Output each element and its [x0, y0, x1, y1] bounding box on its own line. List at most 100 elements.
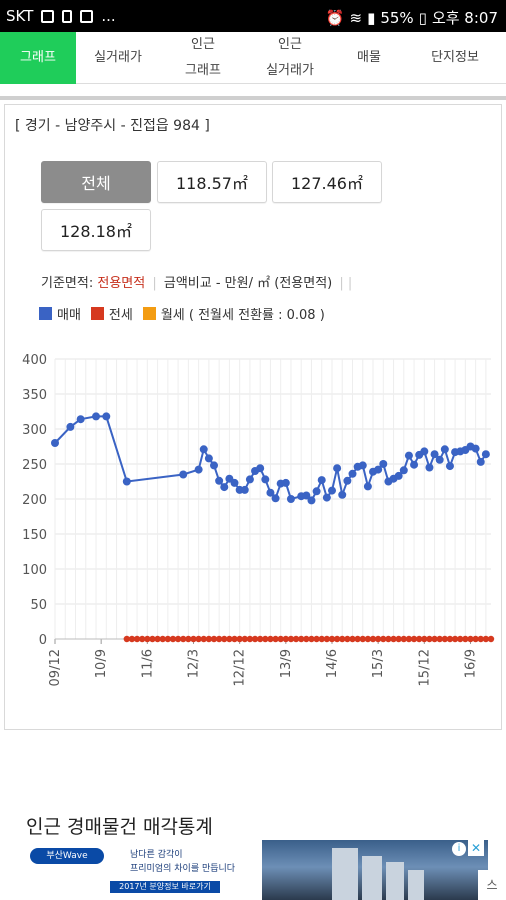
jeonse-point [328, 635, 336, 643]
sale-point [76, 415, 85, 424]
jeonse-point [426, 635, 433, 643]
jeonse-point [282, 635, 290, 643]
jeonse-point [185, 635, 192, 643]
jeonse-point [251, 635, 259, 643]
tab-graph[interactable]: 그래프 [0, 32, 76, 84]
battery-level: 55% [380, 8, 414, 27]
jeonse-point [123, 635, 131, 643]
area-button-128[interactable]: 128.18㎡ [41, 209, 151, 251]
jeonse-point [200, 635, 207, 643]
jeonse-point [149, 635, 156, 643]
x-tick-label: 10/9 [94, 649, 109, 678]
jeonse-point [467, 635, 474, 643]
sale-point [425, 463, 434, 472]
jeonse-point [221, 635, 228, 643]
jeonse-point [405, 635, 413, 643]
x-tick-label: 15/3 [371, 649, 386, 678]
sale-point [271, 494, 280, 503]
sale-point [179, 470, 188, 479]
sale-point [476, 457, 485, 466]
sale-point [445, 462, 454, 471]
ad-left: 부산Wave 남다른 감각이 프리미엄의 차이를 만듭니다 2017년 분양정보… [26, 840, 236, 900]
jeonse-point [462, 635, 469, 643]
area-button-127[interactable]: 127.46㎡ [272, 161, 382, 203]
ad-banner[interactable]: 부산Wave 남다른 감각이 프리미엄의 차이를 만듭니다 2017년 분양정보… [26, 840, 488, 900]
jeonse-point [374, 635, 382, 643]
legend-sale-swatch [39, 307, 52, 320]
alarm-icon: ⏰ [325, 8, 345, 27]
price-compare-link[interactable]: 금액비교 - 만원/ ㎡ (전용면적) [163, 276, 333, 291]
sale-point [379, 460, 388, 468]
sale-point [194, 465, 203, 474]
sale-point [245, 475, 254, 484]
x-tick-label: 12/12 [233, 649, 248, 686]
sale-point [471, 444, 480, 453]
sale-point [394, 471, 403, 480]
legend-jeonse[interactable]: 전세 [90, 304, 133, 323]
sale-point [440, 445, 449, 454]
area-button-all[interactable]: 전체 [41, 161, 151, 203]
sale-point [122, 477, 131, 486]
basis-exclusive-area-link[interactable]: 전용면적 [97, 276, 146, 291]
jeonse-point [359, 635, 366, 643]
jeonse-point [431, 635, 438, 643]
sale-point [348, 469, 357, 478]
ad-info-icon[interactable]: i [452, 842, 466, 856]
basis-row: 기준면적: 전용면적 | 금액비교 - 만원/ ㎡ (전용면적) | | [41, 272, 355, 291]
tab-nearby-actual-price[interactable]: 인근 실거래가 [266, 37, 314, 78]
sale-point [220, 483, 229, 492]
sale-point [102, 412, 111, 421]
jeonse-point [451, 635, 459, 643]
sale-point [281, 478, 290, 487]
jeonse-point [256, 635, 264, 643]
jeonse-point [159, 635, 166, 643]
jeonse-point [410, 635, 418, 643]
jeonse-point [164, 635, 172, 643]
jeonse-point [215, 635, 223, 643]
tab-complex-info[interactable]: 단지정보 [431, 50, 479, 65]
tab-actual-price[interactable]: 실거래가 [94, 50, 142, 65]
x-tick-label: 16/9 [463, 649, 478, 678]
jeonse-point [313, 635, 320, 643]
jeonse-point [415, 635, 423, 643]
jeonse-point [133, 635, 141, 643]
signal-icon: ▮ [367, 8, 376, 27]
legend-monthly[interactable]: 월세 ( 전월세 전환률 : 0.08 ) [142, 304, 325, 323]
jeonse-point [421, 635, 428, 643]
jeonse-point [318, 635, 325, 643]
sale-point [261, 475, 270, 484]
sale-point [399, 466, 408, 475]
ad-building [408, 870, 424, 900]
legend-monthly-swatch [142, 307, 156, 320]
scroll-fab[interactable]: 스 [478, 870, 506, 900]
tab-listings[interactable]: 매물 [357, 50, 381, 65]
clock: 오후 8:07 [431, 9, 498, 27]
ad-photo [262, 840, 488, 900]
sale-point [435, 455, 444, 464]
jeonse-point [287, 635, 295, 643]
phone-notification-icon [62, 9, 73, 23]
battery-icon: ▯ [418, 8, 427, 27]
sale-point [410, 460, 419, 469]
chart-legend: 매매 전세 월세 ( 전월세 전환률 : 0.08 ) [39, 304, 335, 323]
legend-jeonse-swatch [90, 307, 104, 320]
carrier-label: SKT [6, 7, 34, 25]
jeonse-point [380, 635, 387, 643]
sale-point [204, 454, 213, 463]
ad-close-icon[interactable]: ✕ [468, 840, 484, 856]
area-button-118[interactable]: 118.57㎡ [157, 161, 267, 203]
legend-sale[interactable]: 매매 [39, 304, 81, 323]
x-tick-label: 11/6 [140, 649, 155, 678]
tab-nearby-graph[interactable]: 인근 그래프 [185, 37, 221, 78]
basis-divider-end: | | [339, 276, 353, 291]
jeonse-point [303, 635, 310, 643]
jeonse-point [339, 635, 346, 643]
price-chart[interactable]: 0 50 100 150 200 250 300 350 400 09/12 10/9 11/6 12/… [9, 349, 497, 725]
sale-point [92, 412, 101, 421]
ad-cta[interactable]: 2017년 분양정보 바로가기 [110, 881, 220, 893]
jeonse-point [195, 635, 202, 643]
jeonse-point [472, 635, 479, 643]
y-tick-label: 0 [39, 633, 47, 648]
y-tick-label: 250 [22, 458, 47, 473]
jeonse-point [344, 635, 351, 643]
